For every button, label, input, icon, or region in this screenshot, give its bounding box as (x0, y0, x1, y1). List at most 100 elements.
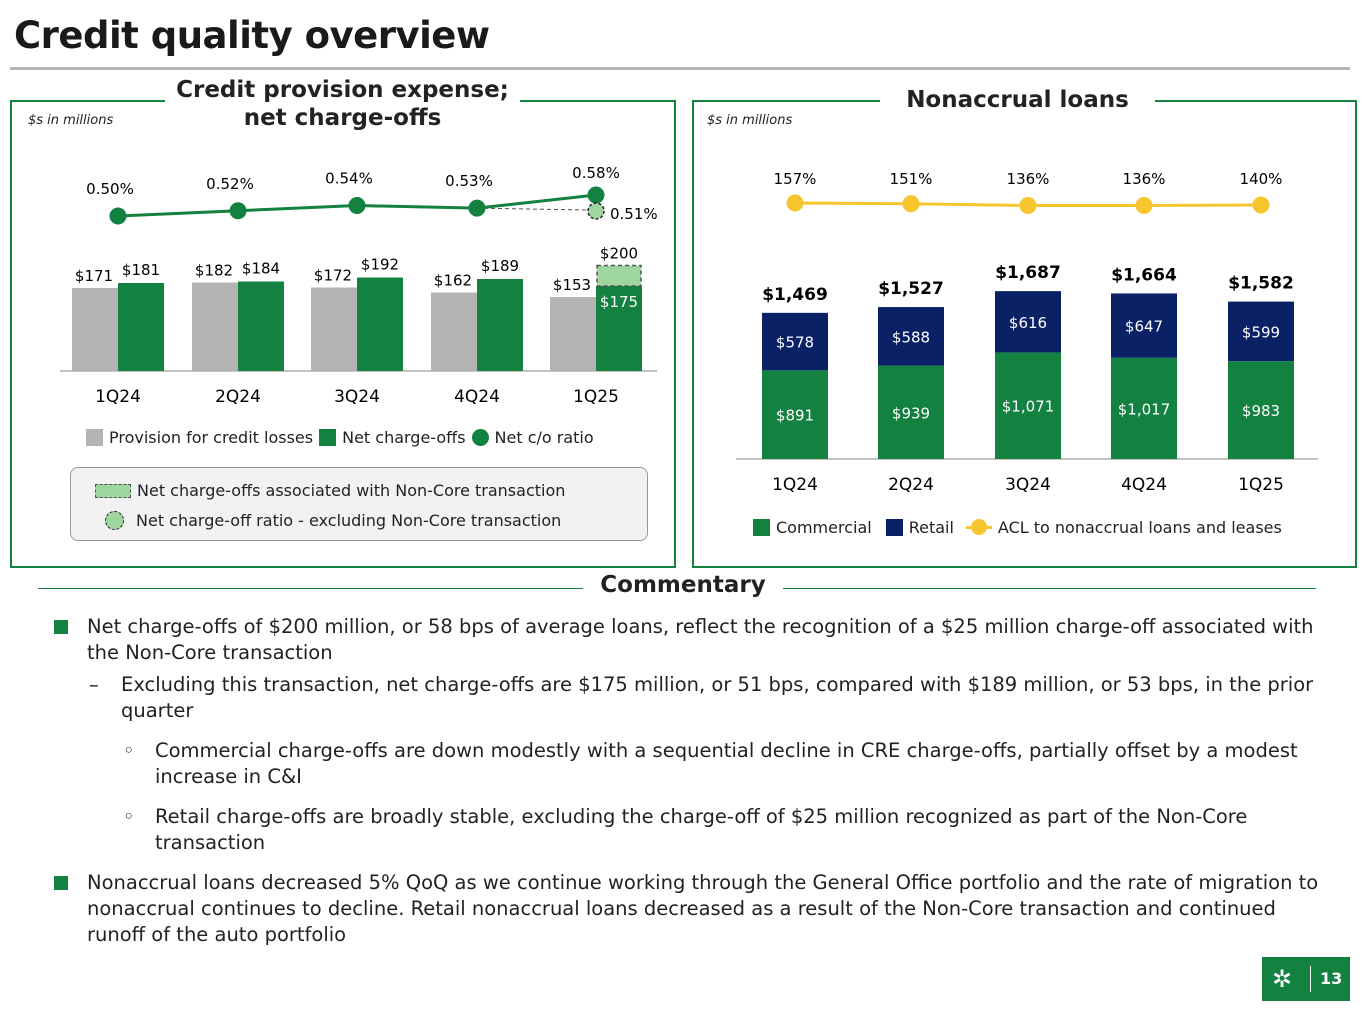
noncore-nco-bar (596, 264, 642, 287)
retail-label: $599 (1242, 323, 1280, 341)
commentary-text: Nonaccrual loans decreased 5% QoQ as we … (87, 871, 1319, 946)
right-unit-label: $s in millions (707, 113, 793, 128)
commercial-label: $1,017 (1118, 400, 1171, 418)
acl-point (902, 195, 920, 213)
x-tick-label: 1Q24 (772, 475, 818, 495)
acl-label: 151% (890, 170, 933, 188)
legend-label: Retail (908, 518, 954, 537)
legend-swatch (885, 519, 903, 536)
bullet-square-icon (54, 620, 68, 634)
x-tick-label: 2Q24 (215, 387, 261, 407)
dashed-circle-swatch (105, 511, 124, 530)
page-title: Credit quality overview (14, 14, 490, 57)
acl-point (786, 194, 804, 212)
total-label: $1,664 (1111, 265, 1177, 285)
ratio-point (229, 202, 247, 220)
total-label: $1,582 (1228, 274, 1294, 294)
ratio-point (109, 207, 127, 225)
legend-label: ACL to nonaccrual loans and leases (997, 518, 1282, 537)
commercial-bar (995, 352, 1061, 459)
dash-bullet-icon: – (89, 673, 99, 696)
commercial-bar (1111, 357, 1177, 459)
ratio-label: 0.50% (86, 180, 134, 198)
ratio-point (468, 199, 486, 217)
note-row: Net charge-off ratio - excluding Non-Cor… (105, 511, 561, 530)
excluding-ratio-label: 0.51% (610, 205, 658, 223)
x-tick-label: 4Q24 (454, 387, 500, 407)
total-label: $1,469 (762, 285, 828, 305)
commercial-label: $1,071 (1002, 398, 1055, 416)
title-divider (10, 67, 1350, 70)
title-line: Credit provision expense; (176, 77, 509, 103)
legend-label: Net c/o ratio (494, 428, 594, 447)
x-tick-label: 3Q24 (334, 387, 380, 407)
commentary-item: Net charge-offs of $200 million, or 58 b… (50, 614, 1340, 666)
nco-label: $189 (481, 257, 519, 275)
acl-point (1135, 197, 1153, 215)
acl-label: 157% (774, 170, 817, 188)
commentary-item: ◦ Retail charge-offs are broadly stable, … (50, 804, 1340, 856)
commercial-bar (1228, 361, 1294, 459)
commercial-bar (878, 365, 944, 459)
nco-bar-excluding (596, 286, 642, 371)
retail-bar (762, 312, 828, 371)
ratio-point (587, 186, 605, 204)
legend-label: Commercial (776, 518, 872, 537)
x-tick-label: 2Q24 (888, 475, 934, 495)
legend-swatch (319, 429, 337, 446)
nco-label: $181 (122, 261, 160, 279)
title-line: net charge-offs (243, 105, 442, 131)
commentary-text: Net charge-offs of $200 million, or 58 b… (87, 615, 1314, 664)
provision-label: $172 (314, 267, 352, 285)
nco-bar (118, 283, 164, 371)
commentary-item: – Excluding this transaction, net charge-… (50, 672, 1340, 724)
circle-bullet-icon: ◦ (123, 805, 135, 828)
retail-label: $616 (1009, 314, 1047, 332)
left-panel-title: Credit provision expense; net charge-offs (165, 76, 520, 132)
provision-bar (311, 287, 357, 371)
commentary-list: Net charge-offs of $200 million, or 58 b… (50, 614, 1340, 962)
retail-bar (995, 291, 1061, 353)
retail-label: $588 (892, 328, 930, 346)
commercial-label: $891 (776, 407, 814, 425)
ratio-label: 0.53% (445, 172, 493, 190)
commentary-rule-right (783, 588, 1316, 589)
x-tick-label: 4Q24 (1121, 475, 1167, 495)
acl-label: 140% (1240, 170, 1283, 188)
citizens-logo-icon: ✲ (1272, 965, 1293, 993)
bullet-square-icon (54, 876, 68, 890)
provision-bar (72, 288, 118, 371)
total-label: $1,527 (878, 279, 944, 299)
excluding-ratio-line (476, 207, 597, 211)
badge-divider (1310, 966, 1311, 992)
retail-bar (1228, 301, 1294, 362)
legend-swatch (471, 429, 489, 446)
right-legend: Commercial Retail ACL to nonaccrual loan… (753, 518, 1282, 537)
commentary-title: Commentary (600, 572, 766, 598)
excluding-ratio-point (587, 202, 605, 220)
page-number: 13 (1320, 969, 1343, 988)
provision-bar (431, 292, 477, 371)
note-label: Net charge-offs associated with Non-Core… (137, 481, 566, 500)
note-row: Net charge-offs associated with Non-Core… (95, 481, 565, 500)
legend-label: Net charge-offs (342, 428, 466, 447)
nco-label: $184 (242, 260, 280, 278)
acl-label: 136% (1007, 170, 1050, 188)
dashed-bar-swatch (95, 483, 131, 498)
legend-label: Provision for credit losses (109, 428, 314, 447)
x-tick-label: 1Q25 (1238, 475, 1284, 495)
commercial-label: $939 (892, 404, 930, 422)
acl-point (1252, 196, 1270, 214)
nco-bar (238, 281, 284, 371)
commentary-text: Excluding this transaction, net charge-o… (121, 673, 1314, 722)
circle-bullet-icon: ◦ (123, 739, 135, 762)
legend-line-swatch (965, 519, 992, 536)
commentary-text: Retail charge-offs are broadly stable, e… (155, 805, 1248, 854)
provision-label: $171 (75, 267, 113, 285)
x-tick-label: 1Q25 (573, 387, 619, 407)
retail-bar (878, 307, 944, 366)
x-tick-label: 3Q24 (1005, 475, 1051, 495)
nco-bar (477, 279, 523, 371)
retail-bar (1111, 293, 1177, 358)
legend-swatch (753, 519, 770, 536)
